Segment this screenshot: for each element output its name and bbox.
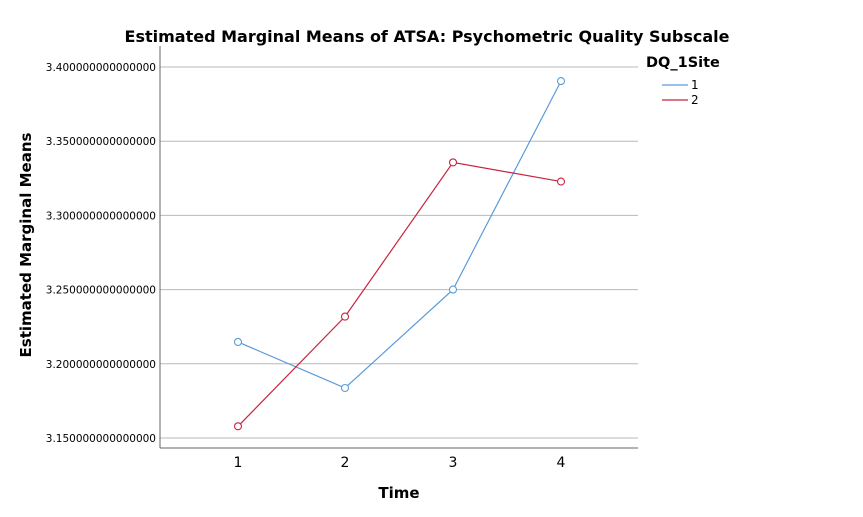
series-2-point [448,158,458,167]
x-tick-label: 4 [557,455,566,471]
y-tick-label: 3.350000000000000 [46,136,156,148]
series-1-point [448,285,458,294]
series-group [233,77,566,431]
x-tick-labels: 1 2 3 4 [234,455,566,471]
y-axis-label: Estimated Marginal Means [17,133,35,358]
series-1-point [556,77,566,86]
series-1-point [340,383,350,393]
y-tick-label: 3.300000000000000 [46,210,156,222]
y-tick-labels: 3.150000000000000 3.200000000000000 3.2500… [46,62,156,445]
series-2-line [237,161,562,427]
y-tick-label: 3.400000000000000 [46,62,156,74]
y-tick-label: 3.200000000000000 [46,359,156,371]
x-tick-label: 3 [449,455,458,471]
y-tick-label: 3.150000000000000 [46,433,156,445]
legend-title: DQ_1Site [646,55,720,71]
grid-lines [160,66,638,439]
legend-label: 2 [691,93,699,107]
series-1-line [237,80,562,389]
legend: 12 [662,78,699,107]
legend-label: 1 [691,78,699,92]
series-2-point [233,422,243,431]
series-2-point [340,312,350,321]
series-1-point [233,337,243,347]
chart-title: Estimated Marginal Means of ATSA: Psycho… [125,27,730,46]
x-tick-label: 1 [234,455,243,471]
y-tick-label: 3.250000000000000 [46,285,156,297]
x-axis-label: Time [378,484,419,502]
series-2-point [556,177,566,186]
x-tick-label: 2 [341,455,350,471]
